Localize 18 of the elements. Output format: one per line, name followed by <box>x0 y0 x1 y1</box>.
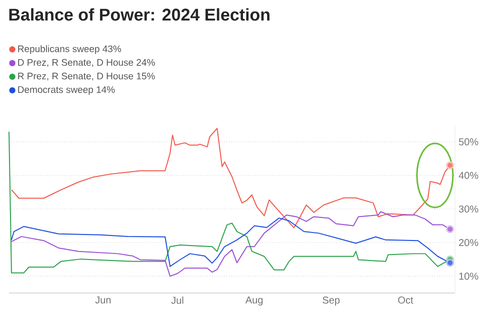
y-tick-label: 20% <box>459 239 478 246</box>
y-tick-label: 30% <box>458 205 478 213</box>
chart-title: Balance of Power: 2024 Election <box>9 8 270 21</box>
x-tick-label: Jun <box>95 296 111 304</box>
legend-label: Democrats sweep 14% <box>18 86 115 95</box>
legend-label: R Prez, R Senate, D House 15% <box>18 72 155 81</box>
x-tick-label: Sep <box>322 296 340 306</box>
y-tick-label: 10% <box>459 272 478 280</box>
point <box>446 258 454 267</box>
y-tick-label: 50% <box>458 138 478 146</box>
point <box>446 161 454 170</box>
legend-label: D Prez, R Senate, D House 24% <box>18 59 155 67</box>
y-tick-label: 40% <box>458 172 478 179</box>
legend-label: Republicans sweep 43% <box>18 45 122 54</box>
point <box>446 225 454 234</box>
x-tick-label: Jul <box>171 296 184 304</box>
x-tick-label: Aug <box>245 296 263 306</box>
x-tick-label: Oct <box>398 296 414 304</box>
